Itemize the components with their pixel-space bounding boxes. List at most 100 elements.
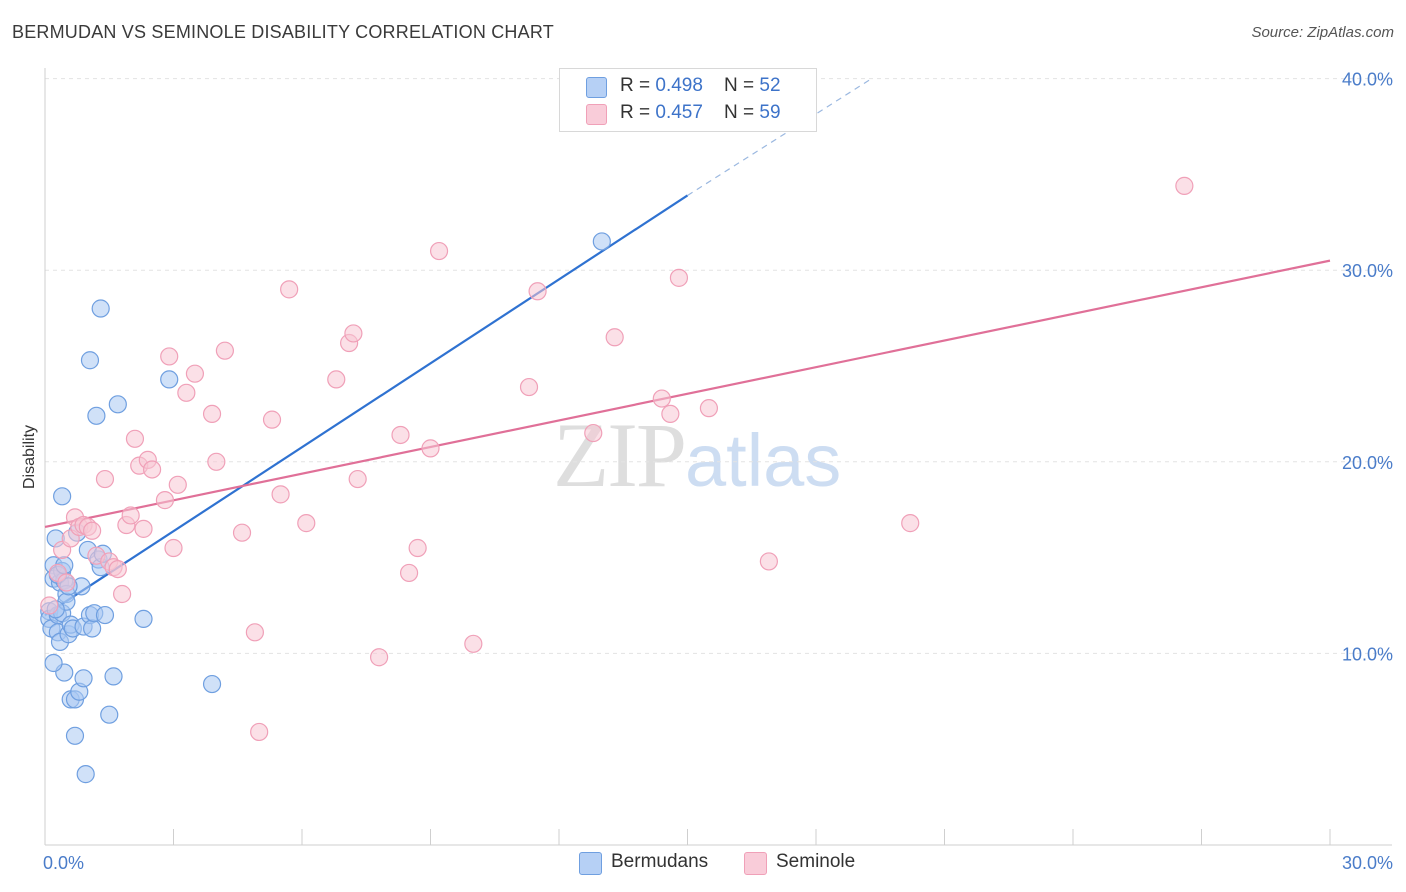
watermark-atlas: atlas [685, 419, 842, 502]
chart-title: BERMUDAN VS SEMINOLE DISABILITY CORRELAT… [12, 22, 554, 42]
seminole-point [528, 282, 547, 301]
watermark: ZIPatlas [553, 402, 841, 508]
r-value: 0.457 [655, 102, 703, 123]
legend-label-seminole: Seminole [776, 851, 856, 872]
n-value: 59 [759, 102, 781, 123]
y-tick-label: 30.0% [1342, 261, 1393, 281]
x-tick-label: 30.0% [1342, 853, 1393, 873]
bermudans-point [74, 669, 93, 688]
y-tick-label: 10.0% [1342, 644, 1393, 664]
bermudans-point [108, 395, 127, 414]
axis-labels: 10.0% 20.0% 30.0% 40.0% 0.0% 30.0% Disability [21, 70, 1393, 873]
seminole-point [271, 485, 290, 504]
seminole-point [262, 410, 282, 429]
n-value: 52 [759, 75, 781, 96]
bermudans-trend-extension [687, 78, 873, 196]
seminole-point [391, 425, 410, 445]
bermudans-point [44, 653, 63, 673]
seminole-point [661, 404, 680, 423]
bermudans-trend-line [44, 194, 689, 617]
seminole-point [57, 573, 76, 592]
bermudans-point [76, 765, 95, 784]
seminole-point [605, 328, 624, 347]
seminole-point [280, 280, 299, 299]
grid-lines [45, 78, 1392, 654]
seminole-swatch-icon [586, 104, 607, 125]
r-label: R = [620, 102, 656, 123]
seminole-point [108, 559, 127, 579]
seminole-point [164, 538, 183, 558]
seminole-point [408, 538, 427, 558]
seminole-point [232, 523, 252, 542]
bermudans-swatch-icon [586, 77, 607, 98]
seminole-point [185, 364, 205, 383]
source-label: Source: ZipAtlas.com [1251, 24, 1394, 41]
data-points [40, 176, 1194, 784]
bermudans-point [160, 370, 179, 389]
seminole-point [699, 399, 719, 418]
bermudans-point [104, 667, 123, 686]
seminole-point [245, 623, 264, 642]
y-tick-label: 20.0% [1342, 453, 1393, 473]
bermudans-point [592, 232, 611, 251]
seminole-point [168, 475, 187, 494]
seminole-point [759, 552, 778, 571]
bermudans-point [65, 726, 85, 745]
correlation-legend: R = 0.498 N = 52 R = 0.457 N = 59 [559, 68, 817, 132]
seminole-point [40, 596, 59, 615]
r-label: R = [620, 75, 656, 96]
bermudans-point [83, 619, 102, 638]
seminole-point [399, 563, 419, 583]
seminole-point [429, 241, 449, 261]
n-label: N = [724, 75, 760, 96]
seminole-point [177, 383, 196, 402]
bermudans-point [91, 299, 110, 318]
bermudans-point [100, 705, 119, 724]
seminole-point [1175, 176, 1194, 195]
seminole-point [112, 584, 132, 604]
seminole-trend-line [44, 259, 1331, 529]
bermudans-point [134, 609, 153, 629]
seminole-point [669, 268, 689, 287]
seminole-point [421, 439, 440, 458]
seminole-point [327, 370, 346, 389]
seminole-point [652, 389, 671, 408]
seminole-point [121, 506, 140, 525]
bermudans-point [53, 487, 72, 506]
bermudans-point [202, 674, 222, 694]
seminole-point [464, 634, 483, 653]
seminole-point [584, 423, 603, 443]
seminole-point [215, 341, 234, 360]
seminole-point [250, 722, 269, 742]
bermudans-point [95, 605, 115, 625]
watermark-zip: ZIP [553, 404, 687, 506]
n-label: N = [724, 102, 760, 123]
seminole-point [297, 514, 316, 533]
seminole-point [370, 648, 389, 667]
seminole-point [142, 460, 162, 479]
seminole-point [125, 429, 145, 448]
r-value: 0.498 [655, 75, 703, 96]
bermudans-point [87, 406, 106, 425]
axes [44, 68, 1392, 846]
x-tick-label: 0.0% [43, 853, 84, 873]
legend-text-bermudans: R = 0.498 N = 52 [620, 75, 781, 97]
seminole-point [202, 404, 222, 423]
y-axis-title: Disability [21, 425, 38, 489]
seminole-point [95, 469, 115, 489]
seminole-point [348, 469, 367, 489]
seminole-legend-icon [744, 852, 767, 875]
seminole-point [160, 347, 179, 366]
bermudans-legend-icon [579, 852, 602, 875]
trend-lines [44, 78, 1331, 617]
bermudans-point [80, 351, 100, 370]
seminole-point [901, 514, 920, 533]
y-tick-label: 40.0% [1342, 70, 1393, 90]
legend-label-bermudans: Bermudans [611, 851, 709, 872]
seminole-point [155, 491, 175, 510]
seminole-point [83, 521, 102, 540]
seminole-point [207, 452, 226, 471]
seminole-point [519, 377, 539, 397]
seminole-point [344, 324, 363, 343]
